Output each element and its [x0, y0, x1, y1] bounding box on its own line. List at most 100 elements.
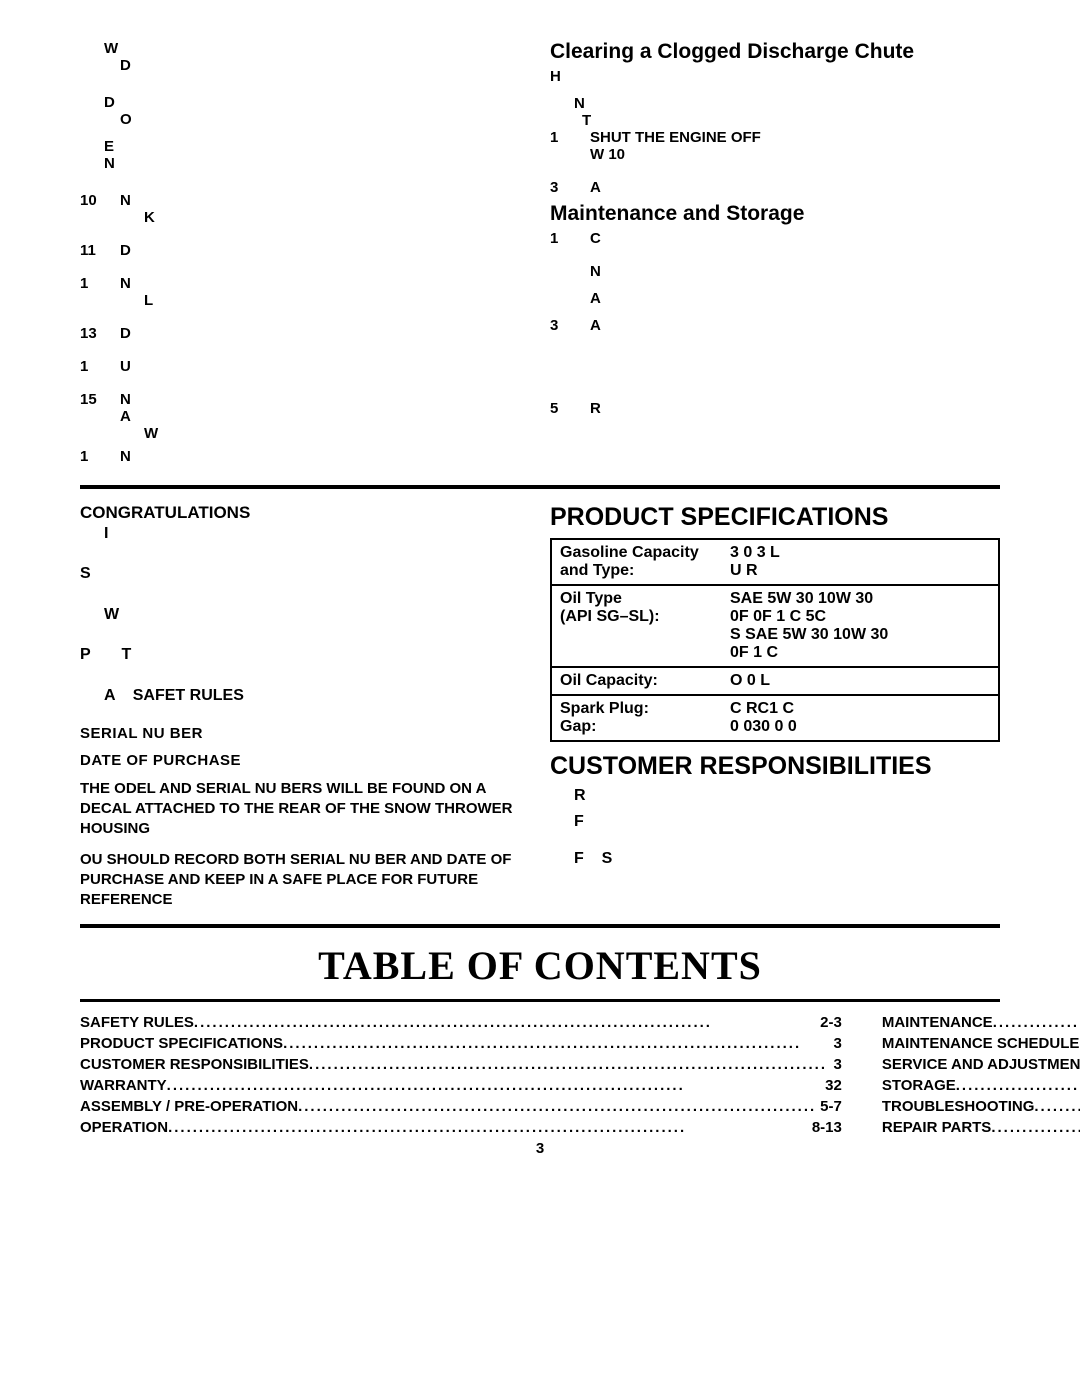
body: D	[120, 242, 131, 259]
toc-label: OPERATION	[80, 1117, 168, 1138]
toc-row: SERVICE AND ADJUSTMENTS.................…	[882, 1054, 1080, 1075]
line: H	[550, 68, 1000, 85]
line: E	[80, 138, 530, 155]
t: T	[122, 646, 132, 663]
body: N	[120, 391, 158, 408]
list-item: 11 D	[80, 242, 530, 259]
num: 11	[80, 242, 108, 259]
upper-left-col: W D D O E N 10 N K 11 D 1 N L	[80, 40, 530, 471]
toc-row: TROUBLESHOOTING.........................…	[882, 1096, 1080, 1117]
body: R	[590, 400, 601, 417]
cust-title: CUSTOMER RESPONSIBILITIES	[550, 752, 1000, 781]
body: A	[590, 179, 601, 196]
body: N	[120, 192, 155, 209]
spec-col: PRODUCT SPECIFICATIONS Gasoline Capacity…	[550, 503, 1000, 910]
line: W	[80, 40, 530, 57]
spec-val: SAE 5W 30 10W 30 0F 0F 1 C 5C S SAE 5W 3…	[730, 590, 990, 662]
toc-label: PRODUCT SPECIFICATIONS	[80, 1033, 283, 1054]
toc-row: SAFETY RULES............................…	[80, 1012, 842, 1033]
toc-page: 8-13	[808, 1117, 842, 1138]
spec-row: Oil Capacity: O 0 L	[552, 668, 998, 696]
toc-row: MAINTENANCE SCHEDULE....................…	[882, 1033, 1080, 1054]
num: 5	[550, 400, 578, 417]
list-item: 3 A	[550, 179, 1000, 196]
list-item: 13 D	[80, 325, 530, 342]
spec-table: Gasoline Capacity and Type: 3 0 3 L U R …	[550, 538, 1000, 742]
list-item: 5 R	[550, 400, 1000, 417]
num: 3	[550, 179, 578, 196]
toc-row: PRODUCT SPECIFICATIONS..................…	[80, 1033, 842, 1054]
spec-label: Spark Plug: Gap:	[560, 700, 730, 736]
list-item: 1 N	[80, 448, 530, 465]
toc-row: ASSEMBLY / PRE-OPERATION................…	[80, 1096, 842, 1117]
num: 1	[80, 358, 108, 375]
congrats-title: CONGRATULATIONS	[80, 503, 530, 523]
list-item: 1 N L	[80, 275, 530, 309]
middle-columns: CONGRATULATIONS I S W P T A SAFET RULES …	[80, 503, 1000, 910]
toc-page: 5-7	[816, 1096, 842, 1117]
toc-page: 32	[821, 1075, 842, 1096]
body: A	[120, 408, 158, 425]
list-item: 15 N A W	[80, 391, 530, 442]
spec-val: C RC1 C 0 030 0 0	[730, 700, 990, 736]
list-item: 3 A	[550, 317, 1000, 334]
toc-label: REPAIR PARTS	[882, 1117, 991, 1138]
toc-row: CUSTOMER RESPONSIBILITIES...............…	[80, 1054, 842, 1075]
list-item: 10 N K	[80, 192, 530, 226]
clearing-title: Clearing a Clogged Discharge Chute	[550, 40, 1000, 64]
toc-label: SERVICE AND ADJUSTMENTS	[882, 1054, 1080, 1075]
toc-label: TROUBLESHOOTING	[882, 1096, 1035, 1117]
body: W	[120, 425, 158, 442]
line: D	[80, 94, 530, 111]
body: A	[590, 317, 601, 334]
record-note: OU SHOULD RECORD BOTH SERIAL NU BER AND …	[80, 850, 530, 911]
toc-dots: ........................................…	[991, 1117, 1080, 1138]
congrats-col: CONGRATULATIONS I S W P T A SAFET RULES …	[80, 503, 530, 910]
line: S	[80, 563, 530, 585]
num: 3	[550, 317, 578, 334]
line: F S	[550, 848, 1000, 870]
toc-dots: ........................................…	[194, 1012, 816, 1033]
body: N	[120, 448, 131, 465]
line: W	[80, 604, 530, 626]
spec-label: Oil Type (API SG–SL):	[560, 590, 730, 662]
upper-columns: W D D O E N 10 N K 11 D 1 N L	[80, 40, 1000, 471]
body: N	[120, 275, 153, 292]
spec-row: Spark Plug: Gap: C RC1 C 0 030 0 0	[552, 696, 998, 740]
line: T	[550, 112, 1000, 129]
toc-row: STORAGE.................................…	[882, 1075, 1080, 1096]
line: A	[550, 290, 1000, 307]
s: S	[602, 850, 613, 867]
num: 1	[80, 448, 108, 465]
list-item: 1 U	[80, 358, 530, 375]
spec-val: O 0 L	[730, 672, 990, 690]
dop-label: DATE OF PURCHASE	[80, 752, 530, 769]
toc-page: 3	[830, 1054, 842, 1075]
body: C	[590, 230, 601, 247]
line: D	[80, 57, 530, 74]
list-item: 1 C	[550, 230, 1000, 247]
toc-dots: ........................................…	[956, 1075, 1080, 1096]
toc-dots: ........................................…	[167, 1075, 822, 1096]
safety-rules-line: A SAFET RULES	[80, 685, 530, 707]
line: F	[550, 811, 1000, 833]
toc-dots: ........................................…	[298, 1096, 816, 1117]
body: D	[120, 325, 131, 342]
toc-label: ASSEMBLY / PRE-OPERATION	[80, 1096, 298, 1117]
toc-label: MAINTENANCE	[882, 1012, 993, 1033]
line: P T	[80, 644, 530, 666]
p: P	[80, 646, 90, 663]
toc-dots: ........................................…	[993, 1012, 1080, 1033]
separator	[80, 924, 1000, 928]
line: O	[80, 111, 530, 128]
lead: A	[104, 687, 115, 704]
line: I	[80, 523, 530, 545]
toc-row: REPAIR PARTS............................…	[882, 1117, 1080, 1138]
body: L	[120, 292, 153, 309]
page-number: 3	[80, 1140, 1000, 1157]
f: F	[574, 850, 584, 867]
body: W 10	[590, 146, 761, 163]
toc-label: STORAGE	[882, 1075, 956, 1096]
toc-right-col: MAINTENANCE.............................…	[882, 1012, 1080, 1138]
num: 10	[80, 192, 108, 226]
